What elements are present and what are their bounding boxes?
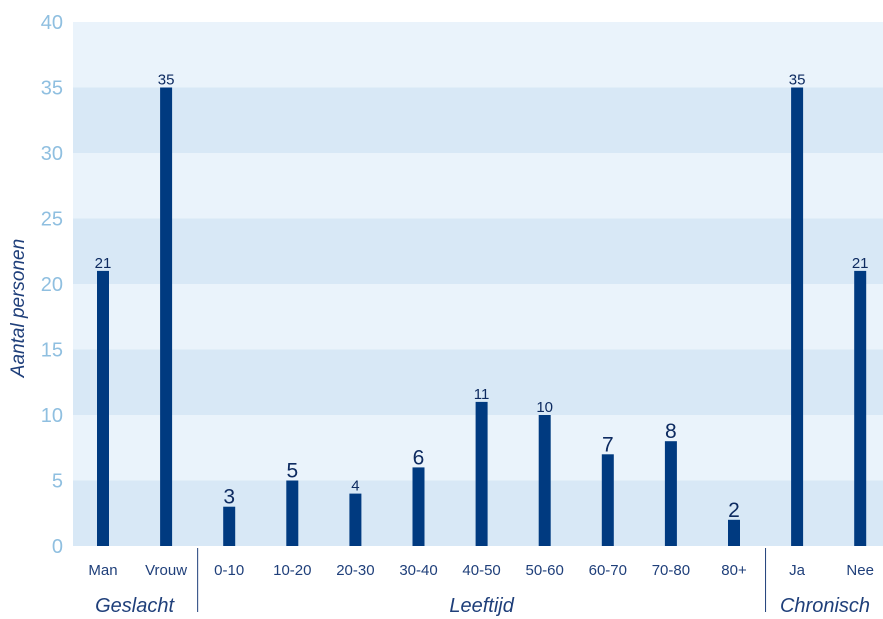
- y-tick-label: 0: [52, 536, 63, 558]
- grid-bands: [73, 22, 883, 546]
- bar-Man: [97, 270, 109, 546]
- data-label: 5: [286, 460, 298, 483]
- data-label: 6: [413, 446, 425, 469]
- grid-band: [73, 153, 883, 219]
- y-tick-label: 15: [41, 340, 63, 362]
- bar-70-80: [664, 441, 677, 546]
- data-label: 11: [474, 386, 490, 403]
- bar-30-40: [412, 467, 425, 546]
- group-label: Geslacht: [95, 595, 175, 617]
- bar-20-30: [349, 493, 362, 546]
- data-label: 21: [95, 255, 112, 272]
- data-label: 3: [223, 486, 235, 509]
- y-tick-label: 35: [41, 78, 63, 100]
- category-label: 60-70: [589, 562, 627, 579]
- bars: [97, 87, 867, 546]
- group-labels: Geslacht Leeftijd Chronisch: [95, 548, 870, 617]
- data-label: 35: [158, 72, 175, 89]
- category-label: 20-30: [336, 562, 374, 579]
- category-label: 80+: [721, 562, 747, 579]
- category-label: 30-40: [399, 562, 437, 579]
- data-label: 7: [602, 433, 614, 456]
- y-tick-label: 20: [41, 274, 63, 296]
- y-tick-label: 5: [52, 471, 63, 493]
- y-tick-label: 10: [41, 405, 63, 427]
- data-label: 10: [536, 399, 553, 416]
- bar-10-20: [286, 480, 299, 546]
- category-label: 70-80: [652, 562, 690, 579]
- category-labels: Man Vrouw 0-10 10-20 20-30 30-40 40-50 50-60 60-…: [88, 562, 874, 579]
- y-tick-label: 25: [41, 209, 63, 231]
- bar-0-10: [223, 506, 236, 546]
- bar-Vrouw: [160, 87, 173, 546]
- grid-band: [73, 87, 883, 153]
- bar-80+: [728, 519, 740, 546]
- bar-Nee: [854, 270, 867, 546]
- bar-50-60: [538, 415, 551, 546]
- y-tick-labels: 0 5 10 15 20 25 30 35 40: [41, 12, 63, 558]
- category-label: Nee: [846, 562, 874, 579]
- data-label: 35: [789, 72, 806, 89]
- bar-60-70: [601, 454, 614, 546]
- grid-band: [73, 218, 883, 284]
- data-label: 8: [665, 420, 677, 443]
- y-axis-label: Aantal personen: [8, 239, 29, 378]
- grid-band: [73, 284, 883, 350]
- grid-band: [73, 22, 883, 88]
- y-tick-label: 40: [41, 12, 63, 34]
- category-label: 40-50: [462, 562, 500, 579]
- data-label: 21: [852, 255, 869, 272]
- group-label: Leeftijd: [449, 595, 514, 617]
- category-label: 0-10: [214, 562, 244, 579]
- group-label: Chronisch: [780, 595, 870, 617]
- category-label: Ja: [789, 562, 806, 579]
- category-label: Vrouw: [145, 562, 187, 579]
- bar-40-50: [475, 401, 488, 546]
- bar-Ja: [791, 87, 804, 546]
- data-label: 2: [728, 499, 740, 522]
- data-label: 4: [351, 478, 359, 495]
- y-tick-label: 30: [41, 143, 63, 165]
- category-label: 10-20: [273, 562, 311, 579]
- category-label: 50-60: [526, 562, 564, 579]
- category-label: Man: [88, 562, 117, 579]
